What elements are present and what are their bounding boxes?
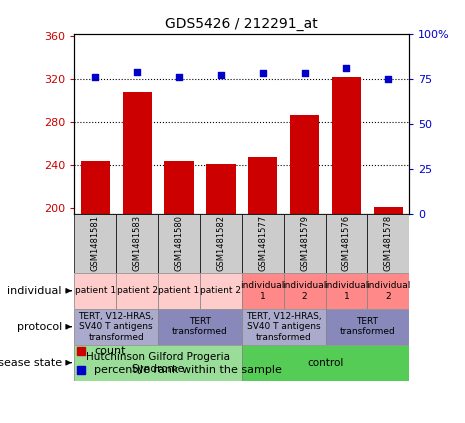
Bar	[367, 273, 409, 309]
Text: Hutchinson Gilford Progeria
Syndrome: Hutchinson Gilford Progeria Syndrome	[86, 352, 230, 374]
Title: GDS5426 / 212291_at: GDS5426 / 212291_at	[166, 17, 318, 31]
Bar	[242, 273, 284, 309]
Point	[92, 74, 99, 80]
Bar	[242, 345, 409, 381]
Text: control: control	[307, 358, 344, 368]
Bar	[373, 207, 403, 214]
Bar	[242, 214, 284, 273]
Bar	[116, 273, 158, 309]
Text: GSM1481583: GSM1481583	[133, 215, 142, 271]
Text: GSM1481577: GSM1481577	[258, 215, 267, 271]
Bar	[290, 115, 319, 214]
Bar	[326, 214, 367, 273]
Bar	[242, 309, 326, 345]
Bar	[158, 309, 242, 345]
Text: count: count	[94, 346, 126, 356]
Bar	[284, 214, 325, 273]
Text: GSM1481576: GSM1481576	[342, 215, 351, 271]
Bar	[284, 273, 325, 309]
Bar	[200, 214, 242, 273]
Text: GSM1481580: GSM1481580	[174, 215, 184, 271]
Text: individual
2: individual 2	[366, 281, 411, 300]
Bar	[122, 92, 152, 214]
Bar	[74, 309, 158, 345]
Text: patient 1: patient 1	[159, 286, 199, 295]
Text: TERT, V12-HRAS,
SV40 T antigens
transformed: TERT, V12-HRAS, SV40 T antigens transfor…	[79, 312, 154, 342]
Bar	[74, 345, 242, 381]
Text: TERT
transformed: TERT transformed	[339, 317, 395, 336]
Bar	[158, 214, 200, 273]
Bar	[326, 273, 367, 309]
Text: individual
1: individual 1	[240, 281, 285, 300]
Bar	[74, 273, 116, 309]
Text: percentile rank within the sample: percentile rank within the sample	[94, 365, 282, 375]
Text: individual: individual	[7, 286, 62, 296]
Point	[343, 65, 350, 71]
Bar	[200, 273, 242, 309]
Text: patient 2: patient 2	[117, 286, 158, 295]
Point	[175, 74, 183, 80]
Point	[259, 70, 266, 77]
Bar	[80, 161, 110, 214]
Point	[133, 68, 141, 75]
Bar	[158, 273, 200, 309]
Text: GSM1481578: GSM1481578	[384, 215, 393, 271]
Text: individual
1: individual 1	[324, 281, 369, 300]
Text: patient 1: patient 1	[75, 286, 116, 295]
Bar	[367, 214, 409, 273]
Text: patient 2: patient 2	[200, 286, 241, 295]
Text: individual
2: individual 2	[282, 281, 327, 300]
Point	[217, 72, 225, 79]
Bar	[74, 214, 116, 273]
Bar	[326, 309, 409, 345]
Point	[301, 70, 308, 77]
Text: GSM1481582: GSM1481582	[216, 215, 226, 271]
Bar	[332, 77, 361, 214]
Text: GSM1481581: GSM1481581	[91, 215, 100, 271]
Bar	[116, 214, 158, 273]
Bar	[206, 164, 235, 214]
Text: disease state: disease state	[0, 358, 62, 368]
Text: TERT, V12-HRAS,
SV40 T antigens
transformed: TERT, V12-HRAS, SV40 T antigens transfor…	[246, 312, 321, 342]
Text: GSM1481579: GSM1481579	[300, 215, 309, 271]
Text: protocol: protocol	[17, 322, 62, 332]
Text: TERT
transformed: TERT transformed	[172, 317, 228, 336]
Bar	[248, 157, 277, 214]
Point	[385, 75, 392, 82]
Bar	[164, 161, 193, 214]
